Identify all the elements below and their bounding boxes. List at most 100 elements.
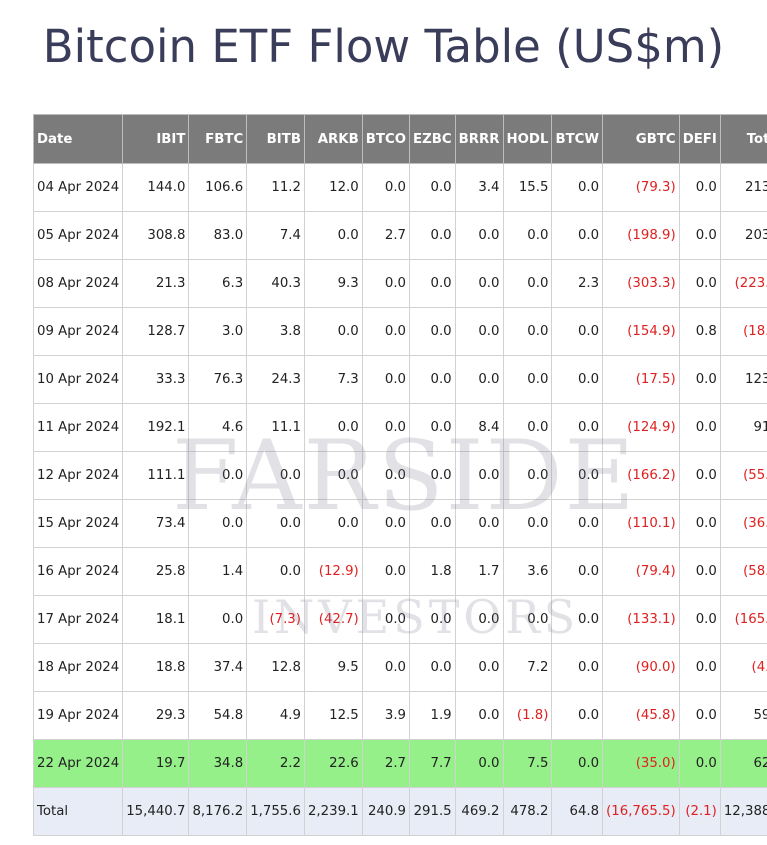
cell-arkb: (12.9) xyxy=(303,547,363,596)
table-row: 15 Apr 2024 73.4 0.0 0.0 0.0 0.0 0.0 0.0 0.0 0.0(… xyxy=(32,499,767,548)
cell-gbtc: (133.1) xyxy=(602,595,680,644)
cell-defi: 0.0 xyxy=(678,451,721,500)
row-label: 18 Apr 2024 xyxy=(32,643,124,692)
column-header-btcw: BTCW xyxy=(551,114,604,164)
cell-btcw: 0.0 xyxy=(551,451,604,500)
cell-total: (36.7) xyxy=(719,499,767,548)
cell-btcw: 0.0 xyxy=(551,403,604,452)
row-label: 22 Apr 2024 xyxy=(32,739,124,788)
cell-btco: 2.7 xyxy=(361,211,411,260)
cell-bitb: (7.3) xyxy=(246,595,305,644)
row-label: 11 Apr 2024 xyxy=(32,403,124,452)
cell-btco: 2.7 xyxy=(361,739,411,788)
table-row: 12 Apr 2024 111.1 0.0 0.0 0.0 0.0 0.0 0.0 0.0 0.0… xyxy=(32,451,767,500)
table-row: 08 Apr 2024 21.3 6.3 40.3 9.3 0.0 0.0 0.0 0.0 2.3… xyxy=(32,259,767,308)
cell-fbtc: 54.8 xyxy=(188,691,248,740)
cell-ezbc: 1.8 xyxy=(409,547,456,596)
row-label: 16 Apr 2024 xyxy=(32,547,124,596)
column-header-bitb: BITB xyxy=(246,114,305,164)
row-label: 08 Apr 2024 xyxy=(32,259,124,308)
cell-brrr: 0.0 xyxy=(454,691,504,740)
row-label: 19 Apr 2024 xyxy=(32,691,124,740)
cell-ezbc: 7.7 xyxy=(409,739,456,788)
cell-arkb: 0.0 xyxy=(303,451,363,500)
cell-defi: 0.0 xyxy=(678,259,721,308)
cell-ezbc: 0.0 xyxy=(409,355,456,404)
cell-fbtc: 83.0 xyxy=(188,211,248,260)
cell-btco: 0.0 xyxy=(361,355,411,404)
table-row: 11 Apr 2024 192.1 4.6 11.1 0.0 0.0 0.0 8.4 0.0 0.… xyxy=(32,403,767,452)
cell-arkb: 7.3 xyxy=(303,355,363,404)
column-header-total: Total xyxy=(719,114,767,164)
cell-fbtc: 0.0 xyxy=(188,451,248,500)
cell-defi: 0.0 xyxy=(678,595,721,644)
cell-btco: 0.0 xyxy=(361,307,411,356)
cell-brrr: 0.0 xyxy=(454,355,504,404)
cell-defi: 0.0 xyxy=(678,163,721,212)
cell-total: 91.3 xyxy=(719,403,767,452)
cell-gbtc: (110.1) xyxy=(602,499,680,548)
cell-ibit: 144.0 xyxy=(122,163,190,212)
cell-btcw: 0.0 xyxy=(551,499,604,548)
cell-total: 203.0 xyxy=(719,211,767,260)
cell-brrr: 0.0 xyxy=(454,451,504,500)
cell-ezbc: 0.0 xyxy=(409,499,456,548)
cell-defi: 0.0 xyxy=(678,739,721,788)
cell-btcw: 0.0 xyxy=(551,691,604,740)
cell-ezbc: 0.0 xyxy=(409,211,456,260)
cell-arkb: 0.0 xyxy=(303,211,363,260)
cell-ezbc: 0.0 xyxy=(409,163,456,212)
cell-bitb: 11.1 xyxy=(246,403,305,452)
cell-ibit: 111.1 xyxy=(122,451,190,500)
cell-brrr: 0.0 xyxy=(454,595,504,644)
cell-hodl: (1.8) xyxy=(502,691,553,740)
cell-ibit: 15,440.7 xyxy=(122,787,190,836)
column-header-defi: DEFI xyxy=(678,114,721,164)
cell-hodl: 0.0 xyxy=(502,259,553,308)
cell-ezbc: 1.9 xyxy=(409,691,456,740)
table-row: 04 Apr 2024 144.0 106.6 11.2 12.0 0.0 0.0 3.4 15… xyxy=(32,163,767,212)
cell-btco: 0.0 xyxy=(361,259,411,308)
column-header-brrr: BRRR xyxy=(454,114,504,164)
cell-bitb: 0.0 xyxy=(246,499,305,548)
row-label: 09 Apr 2024 xyxy=(32,307,124,356)
cell-ibit: 19.7 xyxy=(122,739,190,788)
cell-hodl: 7.2 xyxy=(502,643,553,692)
cell-ibit: 18.1 xyxy=(122,595,190,644)
cell-bitb: 11.2 xyxy=(246,163,305,212)
cell-fbtc: 8,176.2 xyxy=(188,787,248,836)
table-row: 18 Apr 2024 18.8 37.4 12.8 9.5 0.0 0.0 0.0 7.2 0.… xyxy=(32,643,767,692)
cell-bitb: 0.0 xyxy=(246,451,305,500)
cell-fbtc: 6.3 xyxy=(188,259,248,308)
cell-ibit: 308.8 xyxy=(122,211,190,260)
cell-btco: 0.0 xyxy=(361,163,411,212)
cell-total: (165.0) xyxy=(719,595,767,644)
cell-hodl: 478.2 xyxy=(502,787,553,836)
cell-brrr: 8.4 xyxy=(454,403,504,452)
table-row: 17 Apr 2024 18.1 0.0 (7.3) (42.7) 0.0 0.0 0.0 0.… xyxy=(32,595,767,644)
cell-defi: 0.0 xyxy=(678,355,721,404)
cell-bitb: 40.3 xyxy=(246,259,305,308)
table-header-row: Date IBIT FBTC BITB ARKB BTCO EZBC BRRR HODL BTCW… xyxy=(32,114,767,164)
cell-btcw: 0.0 xyxy=(551,595,604,644)
cell-hodl: 0.0 xyxy=(502,211,553,260)
cell-arkb: 12.0 xyxy=(303,163,363,212)
cell-arkb: (42.7) xyxy=(303,595,363,644)
cell-defi: (2.1) xyxy=(678,787,721,836)
cell-brrr: 0.0 xyxy=(454,643,504,692)
cell-btcw: 0.0 xyxy=(551,547,604,596)
cell-btco: 240.9 xyxy=(361,787,411,836)
table-row: 16 Apr 2024 25.8 1.4 0.0 (12.9) 0.0 1.8 1.7 3.6 0… xyxy=(32,547,767,596)
cell-total: (18.6) xyxy=(719,307,767,356)
cell-ezbc: 0.0 xyxy=(409,643,456,692)
cell-fbtc: 4.6 xyxy=(188,403,248,452)
cell-gbtc: (79.3) xyxy=(602,163,680,212)
cell-ezbc: 0.0 xyxy=(409,595,456,644)
row-label: 12 Apr 2024 xyxy=(32,451,124,500)
column-header-date: Date xyxy=(32,114,124,164)
cell-bitb: 0.0 xyxy=(246,547,305,596)
cell-bitb: 3.8 xyxy=(246,307,305,356)
column-header-gbtc: GBTC xyxy=(602,114,680,164)
cell-gbtc: (17.5) xyxy=(602,355,680,404)
cell-ibit: 25.8 xyxy=(122,547,190,596)
